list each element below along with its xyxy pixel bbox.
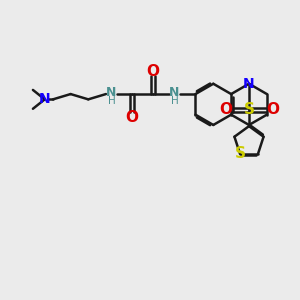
- Text: N: N: [106, 86, 116, 99]
- Text: O: O: [125, 110, 138, 124]
- Text: O: O: [147, 64, 160, 79]
- Text: S: S: [235, 146, 245, 161]
- Text: H: H: [108, 95, 116, 106]
- Text: N: N: [39, 92, 50, 106]
- Text: S: S: [244, 102, 254, 117]
- Text: O: O: [266, 102, 279, 117]
- Text: N: N: [169, 86, 179, 99]
- Text: N: N: [243, 77, 255, 91]
- Text: O: O: [219, 102, 232, 117]
- Text: H: H: [171, 95, 179, 106]
